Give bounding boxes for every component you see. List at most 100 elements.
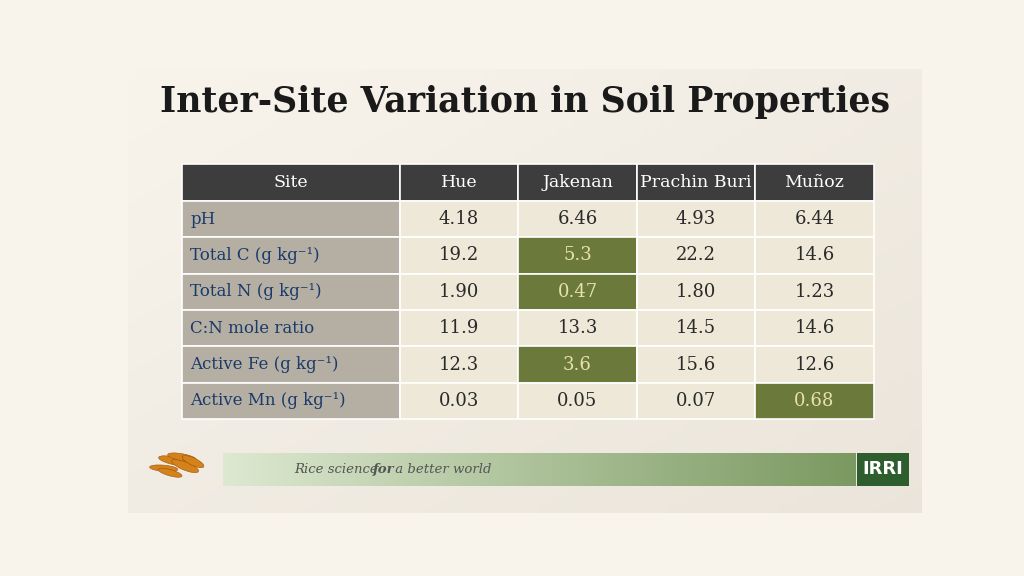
Bar	[182, 310, 400, 346]
Text: 1.80: 1.80	[676, 283, 716, 301]
Ellipse shape	[182, 456, 204, 468]
Bar	[470, 453, 473, 486]
Bar	[755, 274, 874, 310]
Bar	[757, 453, 761, 486]
Text: 14.6: 14.6	[795, 247, 835, 264]
Bar	[669, 453, 673, 486]
Bar	[410, 453, 414, 486]
Bar	[732, 453, 735, 486]
Bar	[570, 453, 574, 486]
Bar	[611, 453, 615, 486]
Bar	[463, 453, 467, 486]
Bar	[788, 453, 793, 486]
Bar	[267, 453, 271, 486]
Text: 19.2: 19.2	[439, 247, 479, 264]
Bar	[716, 453, 720, 486]
Text: Jakenan: Jakenan	[542, 174, 613, 191]
Bar	[581, 453, 584, 486]
Bar	[232, 453, 237, 486]
Bar	[770, 453, 773, 486]
Bar	[270, 453, 274, 486]
Bar	[805, 453, 808, 486]
Bar	[273, 453, 278, 486]
Bar	[637, 274, 755, 310]
Bar	[246, 453, 249, 486]
Bar	[407, 453, 411, 486]
Bar	[340, 453, 344, 486]
Bar	[435, 453, 439, 486]
Text: 12.6: 12.6	[795, 355, 835, 373]
Bar	[719, 453, 723, 486]
Text: 15.6: 15.6	[676, 355, 716, 373]
Bar	[618, 453, 622, 486]
Bar	[438, 453, 442, 486]
Bar	[808, 453, 811, 486]
Text: 13.3: 13.3	[557, 319, 598, 337]
Bar	[482, 453, 486, 486]
Bar	[555, 453, 559, 486]
Bar	[325, 453, 329, 486]
Bar	[284, 453, 287, 486]
Bar	[590, 453, 594, 486]
Text: Hue: Hue	[440, 174, 477, 191]
Bar	[518, 382, 637, 419]
Bar	[511, 453, 515, 486]
Text: 5.3: 5.3	[563, 247, 592, 264]
Ellipse shape	[168, 453, 197, 461]
Bar	[628, 453, 632, 486]
Bar	[741, 453, 745, 486]
Bar	[400, 201, 518, 237]
Bar	[539, 453, 543, 486]
Bar	[694, 453, 697, 486]
Bar	[485, 453, 489, 486]
Bar	[700, 453, 705, 486]
Bar	[293, 453, 297, 486]
Bar	[773, 453, 777, 486]
Bar	[573, 453, 578, 486]
Bar	[422, 453, 426, 486]
Text: 0.03: 0.03	[439, 392, 479, 410]
Bar	[518, 237, 637, 274]
Bar	[596, 453, 600, 486]
Bar	[322, 453, 325, 486]
Bar	[643, 453, 647, 486]
Bar	[413, 453, 417, 486]
Bar	[681, 453, 685, 486]
Bar	[637, 346, 755, 382]
Bar	[820, 453, 824, 486]
Bar	[561, 453, 565, 486]
Text: 0.47: 0.47	[557, 283, 598, 301]
Bar	[387, 453, 391, 486]
Text: a better world: a better world	[391, 463, 492, 476]
Bar	[558, 453, 562, 486]
Bar	[755, 165, 874, 201]
Bar	[520, 453, 524, 486]
Text: Prachin Buri: Prachin Buri	[640, 174, 752, 191]
Text: 0.68: 0.68	[795, 392, 835, 410]
Text: for: for	[373, 463, 394, 476]
Bar	[334, 453, 338, 486]
Bar	[419, 453, 423, 486]
Bar	[652, 453, 656, 486]
Bar	[814, 453, 818, 486]
Bar	[707, 453, 711, 486]
Bar	[400, 382, 518, 419]
Bar	[577, 453, 581, 486]
Bar	[518, 165, 637, 201]
Bar	[416, 453, 420, 486]
Bar	[713, 453, 717, 486]
Bar	[663, 453, 667, 486]
Bar	[754, 453, 758, 486]
Bar	[798, 453, 802, 486]
Bar	[710, 453, 714, 486]
Bar	[331, 453, 335, 486]
Text: Muñoz: Muñoz	[784, 174, 845, 191]
Bar	[311, 453, 315, 486]
Bar	[476, 453, 480, 486]
Bar	[593, 453, 597, 486]
Bar	[823, 453, 827, 486]
Bar	[514, 453, 518, 486]
Bar	[608, 453, 612, 486]
Bar	[529, 453, 534, 486]
Bar	[744, 453, 749, 486]
